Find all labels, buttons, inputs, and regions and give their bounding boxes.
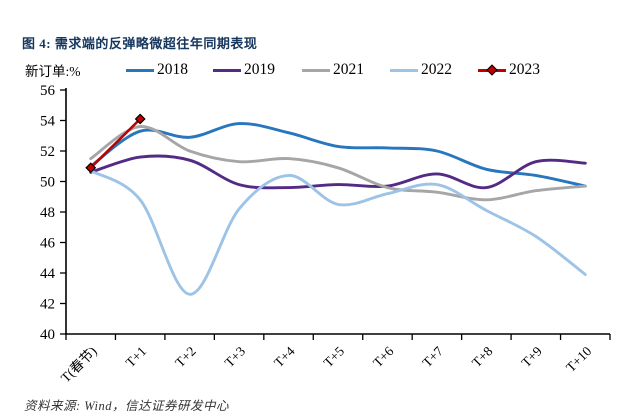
legend-swatch-2018 <box>126 68 154 72</box>
y-tick-label: 40 <box>40 327 55 343</box>
y-tick-label: 46 <box>40 236 56 252</box>
legend-label-2019: 2019 <box>244 61 275 78</box>
legend-item-2021: 2021 <box>302 59 364 81</box>
x-tick-label: T+6 <box>370 343 397 370</box>
legend-swatch-2021 <box>302 68 330 72</box>
legend-swatch-2022 <box>390 68 418 72</box>
series-line-2018 <box>89 122 587 188</box>
y-tick-label: 42 <box>40 297 55 313</box>
series-line-2019 <box>89 154 587 190</box>
series-line-2021 <box>89 125 587 202</box>
legend-swatch-2023 <box>478 63 506 76</box>
y-tick-label: 56 <box>40 83 56 99</box>
series-line-2023 <box>89 117 142 170</box>
y-tick-label: 50 <box>40 175 55 191</box>
y-tick-label: 48 <box>40 205 55 221</box>
x-tick-label: T+8 <box>469 343 496 370</box>
legend-label-2021: 2021 <box>333 61 364 78</box>
series-marker-2023 <box>134 113 146 125</box>
x-tick-label: T+5 <box>321 343 348 370</box>
legend: 2018 2019 2021 2022 2023 <box>0 59 618 81</box>
y-axis-unit-label: 新订单:% <box>25 64 81 79</box>
x-tick-label: T+9 <box>518 343 545 370</box>
x-tick-label: T+4 <box>271 343 298 370</box>
legend-item-2022: 2022 <box>390 59 452 81</box>
x-tick-label: T+2 <box>172 344 199 371</box>
series-line-2022 <box>89 169 587 296</box>
figure-title: 图 4: 需求端的反弹略微超往年同期表现 <box>22 36 258 51</box>
legend-item-2019: 2019 <box>213 59 275 81</box>
x-tick-label: T+10 <box>563 343 595 375</box>
source-note: 资料来源: Wind，信达证券研发中心 <box>24 399 229 413</box>
x-tick-label: T+7 <box>419 343 446 370</box>
y-tick-label: 52 <box>40 144 55 160</box>
x-tick-label: T(春节) <box>58 344 100 386</box>
y-tick-label: 44 <box>40 266 56 282</box>
legend-label-2022: 2022 <box>421 61 452 78</box>
y-tick-label: 54 <box>40 114 56 130</box>
legend-label-2023: 2023 <box>509 61 540 78</box>
series-marker-2023 <box>85 162 97 174</box>
legend-item-2023: 2023 <box>478 59 540 81</box>
legend-swatch-2019 <box>213 68 241 72</box>
legend-label-2018: 2018 <box>157 61 188 78</box>
x-tick-label: T+3 <box>222 343 249 370</box>
legend-item-2018: 2018 <box>126 59 188 81</box>
x-tick-label: T+1 <box>123 344 150 371</box>
